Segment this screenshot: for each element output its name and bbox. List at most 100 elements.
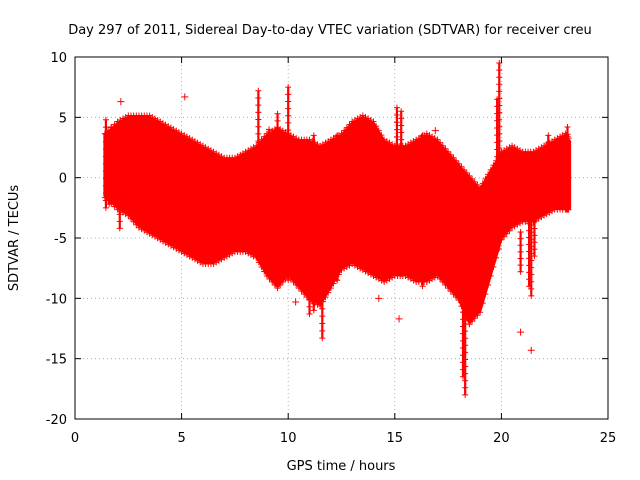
data-point	[325, 289, 332, 296]
data-point	[285, 270, 292, 277]
data-point	[398, 179, 405, 186]
data-point	[453, 294, 460, 301]
data-point	[334, 226, 341, 233]
data-point	[442, 145, 449, 152]
data-point	[274, 276, 281, 283]
data-point	[116, 169, 123, 176]
data-point	[496, 180, 503, 187]
data-point	[310, 278, 317, 285]
data-point	[453, 157, 460, 164]
data-point	[255, 231, 262, 238]
data-point	[531, 253, 538, 260]
data-point	[310, 198, 317, 205]
data-point	[528, 292, 535, 299]
data-point	[370, 118, 377, 125]
x-tick-label: 25	[600, 431, 617, 446]
data-point	[306, 157, 313, 164]
data-point	[266, 133, 273, 140]
data-point	[330, 280, 337, 287]
data-point	[419, 247, 426, 254]
data-point	[319, 283, 326, 290]
data-point	[496, 102, 503, 109]
data-point	[111, 203, 118, 210]
data-point	[319, 335, 326, 342]
data-point	[462, 257, 469, 264]
data-point	[310, 256, 317, 263]
data-point	[545, 169, 552, 176]
data-point	[319, 225, 326, 232]
data-point	[450, 291, 457, 298]
data-point	[274, 225, 281, 232]
data-point	[274, 211, 281, 218]
data-point	[133, 221, 140, 228]
data-point	[102, 168, 109, 175]
data-point	[285, 205, 292, 212]
data-point	[528, 207, 535, 214]
data-point	[528, 200, 535, 207]
data-point	[334, 175, 341, 182]
data-point	[447, 288, 454, 295]
data-point	[398, 214, 405, 221]
data-point	[108, 130, 115, 137]
data-point	[266, 217, 273, 224]
data-point	[108, 144, 115, 151]
data-point	[102, 197, 109, 204]
data-point	[398, 108, 405, 115]
data-point	[496, 201, 503, 208]
data-point	[279, 279, 286, 286]
data-point	[398, 115, 405, 122]
data-point	[108, 158, 115, 165]
data-point	[116, 204, 123, 211]
data-point	[378, 132, 385, 139]
data-point	[398, 264, 405, 271]
data-point	[263, 273, 270, 280]
x-tick-label: 5	[177, 431, 185, 446]
data-point	[306, 194, 313, 201]
data-point	[393, 111, 400, 118]
data-point	[266, 189, 273, 196]
data-point	[266, 175, 273, 182]
data-point	[274, 132, 281, 139]
data-point	[285, 84, 292, 91]
data-point	[274, 168, 281, 175]
y-tick-label: -5	[54, 232, 67, 247]
data-point	[258, 136, 265, 143]
data-point	[462, 377, 469, 384]
data-point	[496, 137, 503, 144]
data-point	[102, 204, 109, 211]
data-point	[102, 138, 109, 145]
data-point	[108, 192, 115, 199]
data-point	[496, 173, 503, 180]
y-tick-label: -20	[46, 413, 67, 428]
data-point	[455, 160, 462, 167]
data-point	[393, 265, 400, 272]
data-point	[496, 81, 503, 88]
data-point	[496, 116, 503, 123]
data-point	[102, 190, 109, 197]
data-point	[266, 224, 273, 231]
data-point	[319, 203, 326, 210]
data-point	[255, 152, 262, 159]
data-point	[393, 257, 400, 264]
data-point	[517, 228, 524, 235]
data-point	[285, 119, 292, 126]
data-point	[466, 172, 473, 179]
data-point	[564, 146, 571, 153]
data-point	[398, 242, 405, 249]
data-point	[274, 254, 281, 261]
data-point	[310, 219, 317, 226]
data-point	[255, 145, 262, 152]
data-point	[419, 268, 426, 275]
data-point	[564, 160, 571, 167]
data-point	[306, 179, 313, 186]
data-point	[310, 212, 317, 219]
data-point	[285, 112, 292, 119]
data-point	[528, 285, 535, 292]
data-point	[545, 184, 552, 191]
data-point	[319, 239, 326, 246]
data-point	[334, 204, 341, 211]
data-point	[496, 187, 503, 194]
data-point	[319, 291, 326, 298]
data-point	[498, 236, 505, 243]
data-point	[393, 199, 400, 206]
